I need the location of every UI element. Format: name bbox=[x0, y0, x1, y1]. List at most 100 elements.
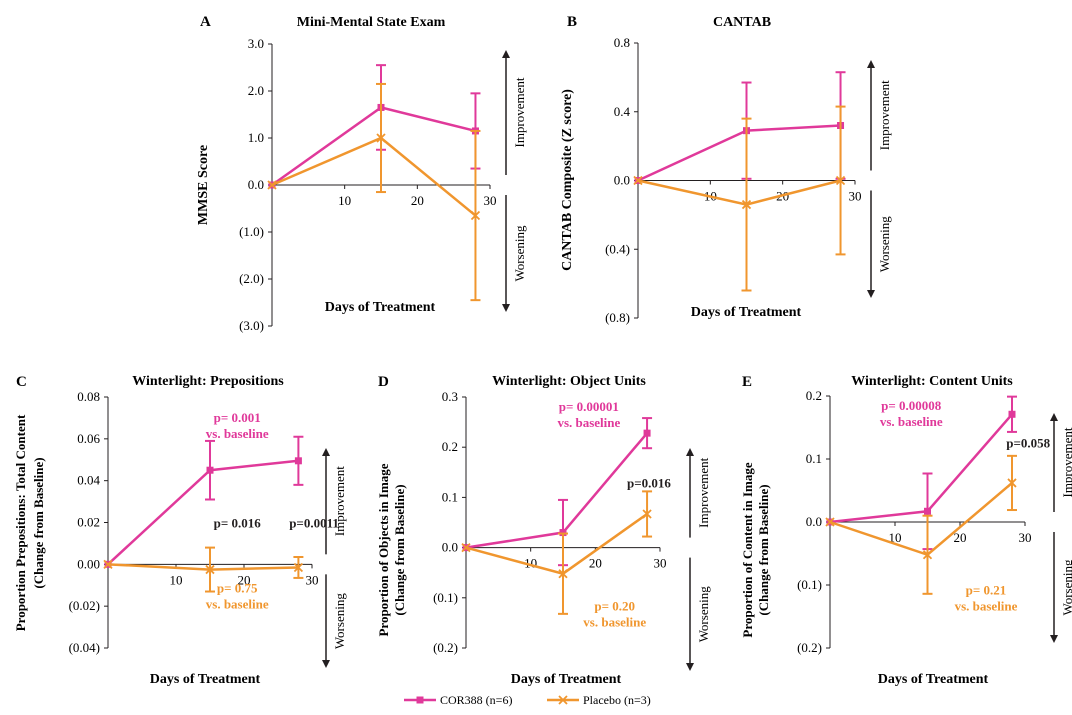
worsening-label: Worsening bbox=[1060, 559, 1072, 615]
improvement-label: Improvement bbox=[332, 466, 347, 536]
series-line bbox=[107, 459, 299, 566]
series-cor388 bbox=[634, 71, 846, 184]
x-axis-label: Days of Treatment bbox=[878, 672, 989, 687]
y-tick-label: 3.0 bbox=[248, 36, 264, 51]
series-placebo bbox=[633, 105, 846, 292]
data-point bbox=[461, 542, 471, 553]
arrow-head-down bbox=[502, 304, 510, 312]
x-tick-label: 10 bbox=[338, 193, 351, 208]
y-tick-label: 0.0 bbox=[614, 173, 630, 188]
y-tick-label: 0.1 bbox=[442, 489, 458, 504]
y-tick-label: 0.04 bbox=[77, 473, 100, 488]
series-cor388 bbox=[462, 417, 653, 567]
annotation: p= 0.001 bbox=[214, 410, 261, 425]
y-axis-label-2: (Change from Baseline) bbox=[756, 484, 771, 615]
y-tick-label: (0.1) bbox=[433, 590, 458, 605]
y-tick-label: (0.04) bbox=[69, 640, 100, 655]
data-point bbox=[376, 133, 386, 143]
x-tick-label: 30 bbox=[849, 189, 862, 204]
data-point bbox=[267, 180, 277, 190]
annotation: vs. baseline bbox=[206, 426, 269, 441]
data-point bbox=[825, 517, 835, 527]
data-point bbox=[206, 466, 214, 474]
y-tick-label: 0.1 bbox=[806, 451, 822, 466]
chart-panel-d: D Winterlight: Object Units 0.3 0.2 0.1 0.0 (0… bbox=[376, 374, 711, 687]
y-axis-label-2: (Change from Baseline) bbox=[392, 484, 407, 615]
series-line bbox=[271, 106, 476, 187]
legend-label: Placebo (n=3) bbox=[583, 693, 651, 707]
series-placebo bbox=[461, 490, 653, 615]
arrow-head-up bbox=[686, 448, 694, 456]
arrow-head-down bbox=[867, 290, 875, 298]
y-tick-label: 2.0 bbox=[248, 83, 264, 98]
arrow-head-up bbox=[867, 60, 875, 68]
series-line bbox=[637, 124, 841, 182]
panel-letter: C bbox=[16, 374, 27, 390]
y-axis-label: CANTAB Composite (Z score) bbox=[560, 89, 575, 271]
annotation: p=0.058 bbox=[1006, 436, 1050, 451]
panel-letter: B bbox=[567, 14, 577, 30]
y-axis-label: Proportion of Content in Image bbox=[740, 462, 755, 637]
annotation: vs. baseline bbox=[880, 414, 943, 429]
improvement-label: Improvement bbox=[877, 80, 892, 150]
annotation: p=0.016 bbox=[627, 475, 671, 490]
chart-title: Mini-Mental State Exam bbox=[297, 15, 446, 30]
annotation: p= 0.75 bbox=[217, 581, 258, 596]
data-point bbox=[642, 509, 652, 519]
y-tick-label: 0.4 bbox=[614, 104, 631, 119]
chart-title: Winterlight: Prepositions bbox=[132, 374, 284, 389]
data-point bbox=[1007, 478, 1017, 488]
chart-panel-e: E Winterlight: Content Units 0.2 0.1 0.0 (0.1… bbox=[740, 374, 1072, 687]
data-point bbox=[741, 199, 752, 210]
data-point bbox=[470, 210, 481, 221]
improvement-label: Improvement bbox=[1060, 427, 1072, 497]
y-tick-label: (2.0) bbox=[239, 271, 264, 286]
y-tick-label: 0.8 bbox=[614, 35, 630, 50]
legend: COR388 (n=6) Placebo (n=3) bbox=[404, 693, 651, 707]
series-line bbox=[465, 432, 649, 549]
y-axis-label: Proportion Prepositions: Total Content bbox=[13, 414, 28, 631]
y-tick-label: (1.0) bbox=[239, 224, 264, 239]
annotation: p= 0.20 bbox=[594, 598, 635, 613]
annotation: p= 0.00008 bbox=[881, 398, 942, 413]
series-placebo bbox=[103, 546, 304, 593]
chart-title: Winterlight: Object Units bbox=[492, 374, 646, 389]
y-axis-label: MMSE Score bbox=[196, 145, 211, 225]
y-tick-label: (0.4) bbox=[605, 241, 630, 256]
data-point bbox=[558, 569, 568, 579]
annotation: p= 0.00001 bbox=[559, 399, 619, 414]
y-axis-label: Proportion of Objects in Image bbox=[376, 463, 391, 636]
series-cor388 bbox=[104, 435, 304, 568]
legend-label: COR388 (n=6) bbox=[440, 693, 512, 707]
legend-marker bbox=[416, 696, 424, 704]
worsening-label: Worsening bbox=[696, 586, 711, 642]
improvement-label: Improvement bbox=[512, 77, 527, 147]
y-tick-label: 0.08 bbox=[77, 389, 100, 404]
arrow-head-down bbox=[686, 663, 694, 671]
annotation: p= 0.21 bbox=[966, 582, 1007, 597]
y-tick-label: 0.0 bbox=[442, 540, 458, 555]
x-axis-label: Days of Treatment bbox=[691, 305, 802, 320]
y-tick-label: (0.2) bbox=[433, 640, 458, 655]
data-point bbox=[294, 457, 302, 465]
y-tick-label: (3.0) bbox=[239, 318, 264, 333]
x-axis-label: Days of Treatment bbox=[325, 300, 436, 315]
data-point bbox=[633, 175, 643, 186]
data-point bbox=[205, 564, 215, 575]
series-line bbox=[107, 563, 299, 571]
chart-panel-c: C Winterlight: Prepositions 0.08 0.06 0.04 0.… bbox=[13, 374, 347, 687]
y-tick-label: 0.2 bbox=[442, 439, 458, 454]
arrow-head-up bbox=[502, 50, 510, 58]
annotation: vs. baseline bbox=[206, 597, 269, 612]
arrow-head-up bbox=[1050, 413, 1058, 421]
annotation: vs. baseline bbox=[583, 614, 646, 629]
panel-letter: D bbox=[378, 374, 389, 390]
x-axis-label: Days of Treatment bbox=[511, 672, 622, 687]
arrow-head-down bbox=[1050, 635, 1058, 643]
improvement-label: Improvement bbox=[696, 457, 711, 527]
y-axis-label-2: (Change from Baseline) bbox=[31, 457, 46, 588]
data-point bbox=[643, 429, 651, 437]
y-tick-label: 0.2 bbox=[806, 388, 822, 403]
